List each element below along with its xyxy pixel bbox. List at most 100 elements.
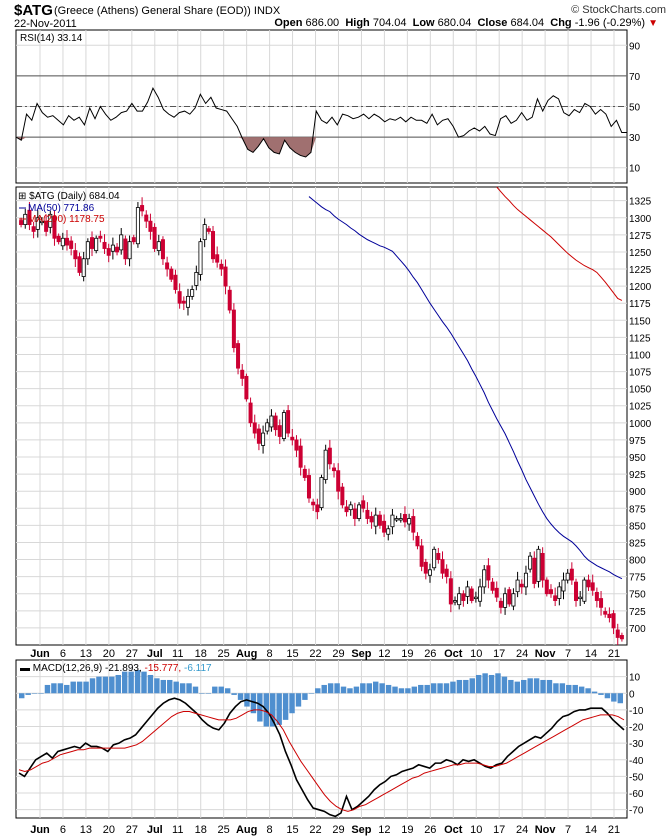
- candle-down: [402, 514, 407, 523]
- macd-ytick-label: -50: [629, 772, 644, 783]
- candle-down: [31, 226, 36, 232]
- rsi-ytick-label: 50: [629, 103, 641, 114]
- candle-up: [94, 237, 99, 251]
- x-tick-label: 21: [608, 648, 620, 660]
- x-tick-label: 13: [80, 648, 92, 660]
- candle-down: [181, 300, 186, 304]
- candle-down: [236, 343, 241, 369]
- x-tick-label: Sep: [351, 824, 371, 836]
- macd-histogram-bar: [192, 686, 199, 694]
- x-tick-label: 20: [103, 824, 115, 836]
- high-label: High: [345, 17, 370, 29]
- price-ytick-label: 800: [629, 556, 646, 567]
- candle-up: [511, 593, 516, 607]
- candle-down: [440, 559, 445, 574]
- x-tick-label: 12: [378, 824, 390, 836]
- price-ytick-label: 1250: [629, 248, 652, 259]
- candle-down: [248, 402, 253, 424]
- macd-ytick-label: -70: [629, 806, 644, 817]
- macd-histogram-bar: [282, 693, 289, 720]
- signal-value: -15.777,: [145, 663, 184, 674]
- x-tick-label: 18: [195, 648, 207, 660]
- change-label: Chg: [550, 17, 572, 29]
- candle-down: [594, 591, 599, 601]
- chart-date: 22-Nov-2011: [14, 18, 77, 30]
- price-ytick-label: 950: [629, 453, 646, 464]
- macd-ytick-label: -40: [629, 756, 644, 767]
- rsi-oversold-fill: [16, 137, 317, 157]
- macd-histogram-bar: [533, 678, 540, 694]
- candle-down: [140, 205, 145, 212]
- x-tick-label: 17: [493, 648, 505, 660]
- x-tick-label: 24: [516, 648, 528, 660]
- macd-histogram-bar: [405, 688, 411, 694]
- macd-histogram-bar: [96, 676, 102, 694]
- x-tick-label: 15: [286, 824, 298, 836]
- candle-down: [494, 587, 499, 598]
- macd-histogram-bar: [128, 671, 134, 694]
- candle-up: [578, 596, 583, 600]
- price-ytick-label: 1225: [629, 265, 652, 276]
- credit-label[interactable]: © StockCharts.com: [571, 4, 666, 16]
- x-tick-label: 20: [103, 648, 115, 660]
- macd-histogram-bar: [424, 684, 430, 694]
- rsi-ytick-label: 30: [629, 133, 641, 144]
- ma50-legend: MA(50) 771.86: [28, 203, 95, 214]
- x-tick-label: 25: [218, 824, 230, 836]
- low-value: 680.04: [437, 17, 472, 29]
- signal-line: [18, 709, 625, 812]
- price-panel: 700 725 750 775 800 825 850 875 900 925 950 975 1000…: [15, 186, 652, 646]
- candle-up: [198, 241, 203, 275]
- x-tick-label: Jul: [147, 648, 163, 660]
- macd-histogram-bar: [186, 683, 192, 694]
- price-ytick-label: 775: [629, 573, 646, 584]
- candle-up: [453, 600, 458, 603]
- candle-down: [519, 583, 524, 588]
- candle-down: [165, 262, 170, 270]
- macd-histogram-bar: [276, 693, 282, 725]
- x-tick-label: 11: [172, 824, 183, 836]
- candle-down: [206, 228, 211, 232]
- macd-histogram-bar: [147, 674, 154, 694]
- candle-up: [373, 514, 378, 527]
- macd-histogram-bar: [179, 683, 186, 694]
- candle-down: [586, 579, 591, 588]
- candle-down: [574, 581, 579, 601]
- candle-up: [557, 586, 562, 599]
- macd-histogram-bar: [231, 693, 237, 695]
- candle-down: [369, 516, 374, 523]
- candle-down: [540, 553, 545, 581]
- macd-histogram-bar: [224, 688, 231, 694]
- candle-down: [302, 468, 307, 478]
- macd-histogram-bar: [199, 693, 205, 694]
- candle-down: [548, 589, 553, 595]
- candle-up: [265, 422, 270, 432]
- candle-down: [144, 214, 149, 222]
- candle-up: [582, 579, 587, 602]
- macd-histogram-bar: [19, 693, 25, 699]
- candle-down: [461, 593, 466, 601]
- candle-up: [323, 449, 328, 480]
- candle-down: [498, 600, 503, 608]
- candle-up: [427, 569, 432, 576]
- x-tick-label: 22: [309, 824, 321, 836]
- x-tick-label: 27: [126, 648, 138, 660]
- price-ytick-label: 725: [629, 607, 646, 618]
- candle-down: [599, 598, 604, 608]
- candle-down: [340, 486, 345, 506]
- macd-histogram-bar: [134, 669, 141, 694]
- price-ytick-label: 1025: [629, 402, 652, 413]
- macd-histogram-bar: [353, 686, 360, 694]
- candle-down: [231, 309, 236, 349]
- macd-histogram-bar: [334, 683, 340, 694]
- candle-down: [211, 231, 216, 260]
- macd-histogram-bar: [572, 684, 578, 694]
- price-ytick-label: 1050: [629, 385, 652, 396]
- candle-down: [90, 237, 95, 249]
- candle-down: [553, 595, 558, 601]
- candle-down: [298, 445, 303, 468]
- price-ytick-label: 1300: [629, 214, 652, 225]
- candle-down: [173, 274, 178, 290]
- candle-down: [448, 578, 453, 605]
- high-value: 704.04: [372, 17, 407, 29]
